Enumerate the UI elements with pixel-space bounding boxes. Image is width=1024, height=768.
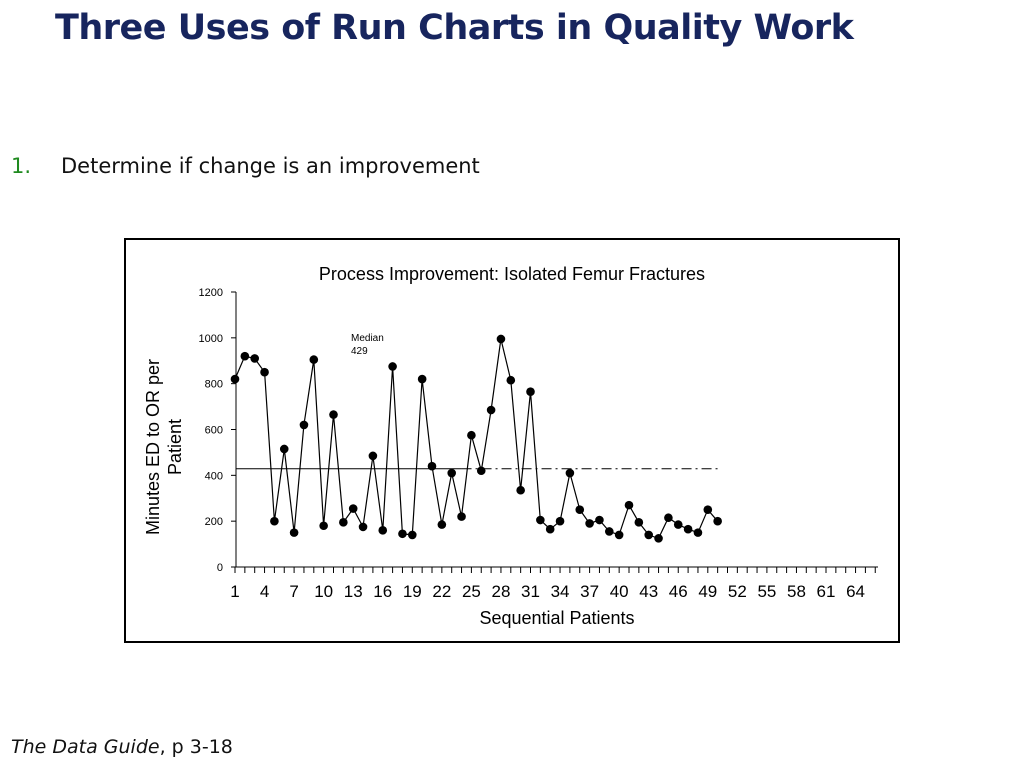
data-point <box>437 520 447 529</box>
data-point <box>634 518 644 527</box>
data-point <box>673 520 683 529</box>
y-tick-label: 1000 <box>199 333 223 345</box>
data-point <box>536 515 545 525</box>
data-point <box>309 355 319 364</box>
data-point <box>319 521 328 531</box>
x-tick-label: 34 <box>551 582 570 601</box>
x-tick-label: 61 <box>817 582 836 601</box>
x-tick-label: 25 <box>462 582 481 601</box>
data-point <box>516 485 525 495</box>
data-point <box>565 468 575 478</box>
bullet-number: 1. <box>11 154 32 178</box>
data-point <box>496 334 506 344</box>
median-label-line2: 429 <box>351 346 368 357</box>
data-point <box>467 430 476 440</box>
data-point <box>575 505 585 515</box>
y-tick-label: 0 <box>217 562 223 574</box>
data-point <box>329 410 338 419</box>
chart-title: Process Improvement: Isolated Femur Frac… <box>319 264 705 284</box>
bullet-item: 1. Determine if change is an improvement <box>11 154 480 178</box>
data-point <box>654 534 663 543</box>
data-point <box>644 530 653 540</box>
x-tick-label: 19 <box>403 582 422 601</box>
y-tick-label: 600 <box>205 425 223 437</box>
data-point <box>398 529 407 539</box>
data-point <box>240 351 250 361</box>
y-tick-label: 400 <box>205 470 223 482</box>
y-axis-label-line2: Patient <box>165 419 185 475</box>
data-point <box>614 530 624 540</box>
data-point <box>348 504 358 513</box>
data-point <box>506 375 516 385</box>
data-point <box>457 512 466 521</box>
data-point <box>585 519 594 528</box>
x-tick-label: 16 <box>373 582 392 601</box>
data-point <box>378 526 388 535</box>
run-chart-svg: Process Improvement: Isolated Femur Frac… <box>143 264 878 628</box>
x-tick-label: 37 <box>580 582 599 601</box>
data-point <box>358 522 368 532</box>
footer-source-title: The Data Guide <box>11 736 160 758</box>
data-point <box>427 461 437 471</box>
data-point <box>417 374 427 384</box>
median-label-line1: Median <box>351 333 384 344</box>
data-point <box>683 524 693 534</box>
data-point <box>250 354 259 363</box>
y-tick-label: 1200 <box>199 287 223 299</box>
data-point <box>368 451 378 461</box>
bullet-text: Determine if change is an improvement <box>61 154 480 178</box>
x-tick-label: 40 <box>610 582 629 601</box>
x-tick-label: 7 <box>289 582 298 601</box>
data-point <box>703 505 713 515</box>
data-point <box>664 513 673 523</box>
x-axis-label: Sequential Patients <box>479 608 634 628</box>
data-point <box>339 518 348 527</box>
x-tick-label: 13 <box>344 582 363 601</box>
footer-citation: The Data Guide, p 3-18 <box>11 736 233 758</box>
run-chart: Process Improvement: Isolated Femur Frac… <box>124 238 900 643</box>
data-point <box>605 527 614 536</box>
x-tick-label: 4 <box>260 582 269 601</box>
data-point <box>279 444 289 454</box>
data-point <box>555 516 565 526</box>
x-tick-label: 28 <box>491 582 510 601</box>
data-point <box>595 515 604 525</box>
data-point <box>693 528 703 537</box>
x-tick-label: 1 <box>230 582 239 601</box>
footer-page-ref: , p 3-18 <box>159 736 233 758</box>
data-point <box>713 516 722 526</box>
data-point <box>526 387 535 396</box>
data-point <box>476 466 486 476</box>
data-point <box>486 405 496 415</box>
data-point <box>624 500 634 510</box>
x-tick-label: 58 <box>787 582 806 601</box>
x-tick-label: 46 <box>669 582 688 601</box>
data-point <box>230 374 240 384</box>
slide-title: Three Uses of Run Charts in Quality Work <box>55 8 854 48</box>
data-point <box>545 524 555 534</box>
x-tick-label: 49 <box>698 582 717 601</box>
x-tick-label: 10 <box>314 582 333 601</box>
x-tick-label: 43 <box>639 582 658 601</box>
y-tick-label: 800 <box>205 379 223 391</box>
x-tick-label: 64 <box>846 582 865 601</box>
data-point <box>408 530 417 540</box>
series-line <box>234 338 719 540</box>
data-point <box>388 362 397 371</box>
data-point <box>270 516 279 526</box>
x-tick-label: 22 <box>432 582 451 601</box>
y-axis-label-line1: Minutes ED to OR per <box>143 359 163 535</box>
x-tick-label: 31 <box>521 582 540 601</box>
x-tick-label: 55 <box>757 582 776 601</box>
data-point <box>299 420 309 430</box>
x-tick-label: 52 <box>728 582 747 601</box>
data-point <box>289 528 299 537</box>
data-point <box>447 468 457 478</box>
y-tick-label: 200 <box>205 516 223 528</box>
data-point <box>260 367 269 377</box>
